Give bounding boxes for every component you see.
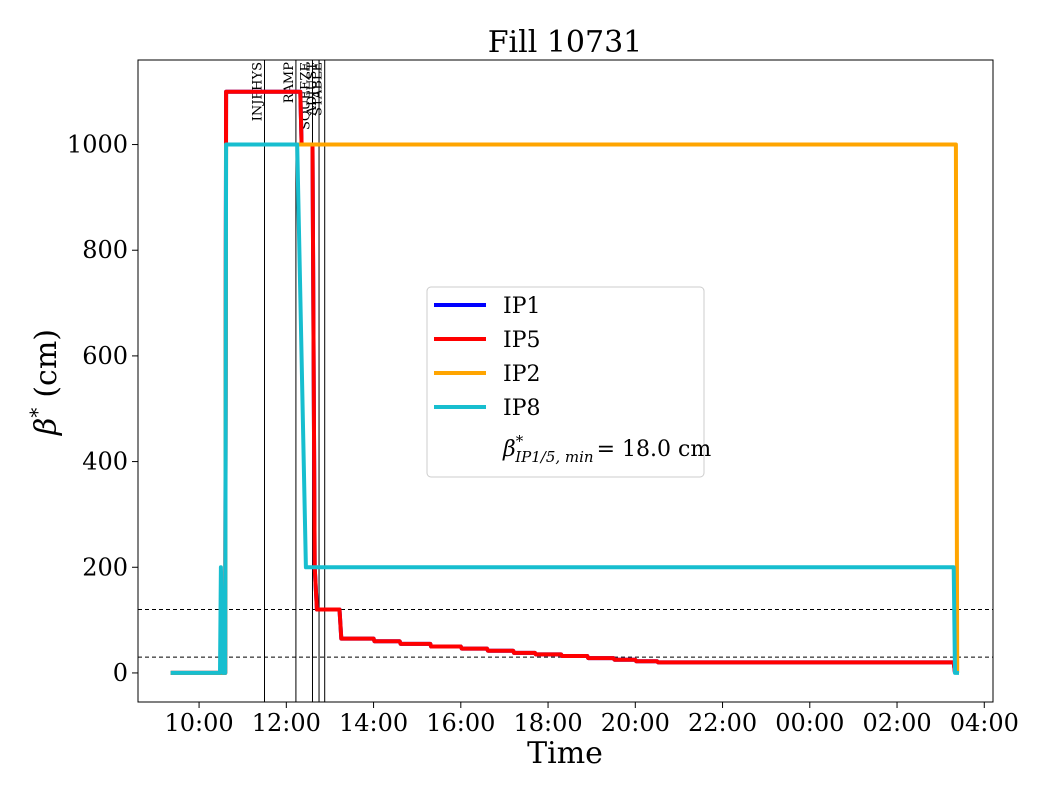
y-tick-label: 200 xyxy=(82,553,128,581)
phase-label-ramp: RAMP xyxy=(282,62,297,103)
y-tick-label: 600 xyxy=(82,342,128,370)
x-tick-label: 00:00 xyxy=(775,709,844,737)
x-tick-label: 14:00 xyxy=(339,709,408,737)
y-tick-label: 400 xyxy=(82,448,128,476)
y-tick-label: 800 xyxy=(82,236,128,264)
series-line-ip8 xyxy=(170,142,959,675)
x-axis-ticks: 10:00 12:00 14:00 16:00 18:00 20:00 22:00 00:00… xyxy=(164,702,1019,737)
x-tick-label: 20:00 xyxy=(601,709,670,737)
y-axis-title: β* (cm) xyxy=(25,329,64,436)
legend-box xyxy=(426,286,705,478)
y-axis-superscript: * xyxy=(25,408,49,418)
phase-label-adjust: ADJUST xyxy=(305,62,320,117)
x-tick-label: 16:00 xyxy=(426,709,495,737)
series-line-ip5 xyxy=(170,89,957,675)
legend-entries: IP1 IP5 IP2 IP8 xyxy=(434,294,541,421)
x-tick-label: 04:00 xyxy=(950,709,1019,737)
legend-beta-value: = 18.0 cm xyxy=(597,437,712,462)
x-tick-label: 18:00 xyxy=(513,709,582,737)
x-tick-label: 22:00 xyxy=(688,709,757,737)
legend-label-ip8: IP8 xyxy=(503,396,541,421)
series-lines xyxy=(170,89,960,675)
legend-label-ip5: IP5 xyxy=(503,328,541,353)
legend-label-ip1: IP1 xyxy=(503,294,541,319)
y-tick-label: 1000 xyxy=(67,131,128,159)
x-tick-label: 02:00 xyxy=(862,709,931,737)
legend-beta-min-label: β* IP1/5, min = 18.0 cm xyxy=(502,432,711,466)
legend-beta-symbol: β xyxy=(502,437,516,462)
chart-title: Fill 10731 xyxy=(488,25,643,60)
y-tick-label: 0 xyxy=(113,659,128,687)
x-tick-label: 12:00 xyxy=(252,709,321,737)
phase-label-stable: STABLE xyxy=(311,62,326,116)
threshold-lines xyxy=(138,609,993,658)
legend: IP1 IP5 IP2 IP8 β* IP1/5, min = 18.0 cm xyxy=(426,286,711,478)
y-axis-symbol: β xyxy=(29,418,64,436)
x-tick-label: 10:00 xyxy=(164,709,233,737)
x-axis-title: Time xyxy=(527,736,603,771)
legend-beta-superscript: * xyxy=(516,432,524,450)
legend-beta-subscript: IP1/5, min xyxy=(514,448,593,466)
y-axis-ticks: 0 200 400 600 800 1000 xyxy=(67,131,138,687)
y-axis-unit: (cm) xyxy=(29,329,64,398)
plot-frame xyxy=(137,59,994,703)
legend-label-ip2: IP2 xyxy=(503,362,541,387)
